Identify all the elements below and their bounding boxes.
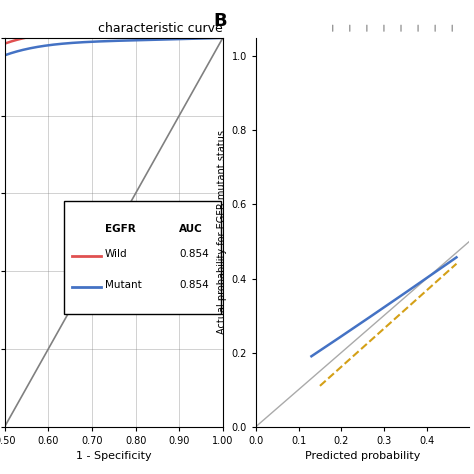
Text: EGFR: EGFR xyxy=(105,225,136,235)
Text: 0.854: 0.854 xyxy=(179,280,209,290)
Text: AUC: AUC xyxy=(179,225,203,235)
X-axis label: Predicted probability: Predicted probability xyxy=(305,451,420,461)
Y-axis label: Actual probability for EGFR mutant status: Actual probability for EGFR mutant statu… xyxy=(218,130,228,334)
Text: Wild: Wild xyxy=(105,249,128,259)
X-axis label: 1 - Specificity: 1 - Specificity xyxy=(76,451,152,461)
Text: characteristic curve: characteristic curve xyxy=(98,22,223,36)
Text: Mutant: Mutant xyxy=(105,280,142,290)
Text: B: B xyxy=(213,12,227,30)
FancyBboxPatch shape xyxy=(64,201,220,314)
Text: 0.854: 0.854 xyxy=(179,249,209,259)
